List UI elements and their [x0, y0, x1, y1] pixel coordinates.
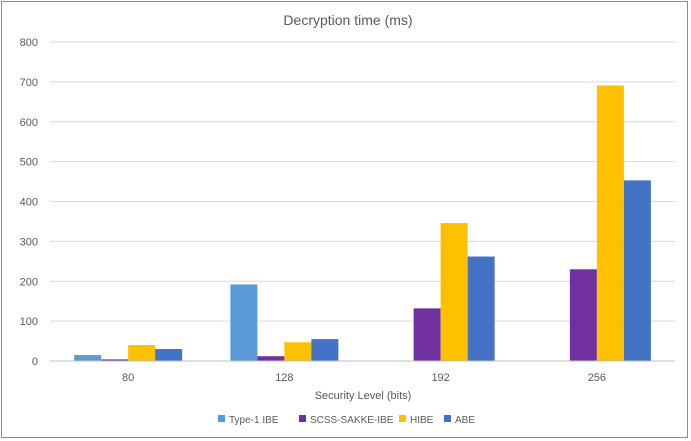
bar — [623, 180, 651, 361]
bar — [230, 284, 258, 361]
x-tick-label: 128 — [275, 372, 293, 384]
legend-label: SCSS-SAKKE-IBE — [310, 415, 394, 426]
bar — [440, 223, 468, 361]
bar — [128, 345, 156, 361]
bar — [74, 355, 102, 361]
x-axis-label: Security Level (bits) — [315, 390, 412, 402]
bar — [284, 342, 312, 361]
bar — [596, 85, 624, 362]
bar — [569, 269, 597, 361]
bar — [257, 356, 285, 361]
bar — [101, 359, 129, 361]
bar — [413, 308, 441, 361]
x-tick-label: 192 — [431, 372, 449, 384]
y-tick-label: 100 — [20, 316, 38, 328]
y-tick-label: 400 — [20, 197, 38, 209]
y-tick-label: 300 — [20, 236, 38, 248]
bar — [155, 349, 183, 361]
y-tick-label: 600 — [20, 117, 38, 129]
y-tick-label: 200 — [20, 276, 38, 288]
x-tick-label: 80 — [122, 372, 134, 384]
x-axis-ticks: 80 128 192 256 — [122, 372, 606, 384]
legend-swatch — [299, 415, 306, 422]
legend-label: HIBE — [410, 415, 434, 426]
y-axis-ticks: 0 100 200 300 400 500 600 700 800 — [20, 37, 38, 368]
y-tick-label: 0 — [32, 356, 38, 368]
chart-title: Decryption time (ms) — [283, 12, 412, 28]
bars — [74, 85, 651, 362]
bar — [311, 339, 339, 361]
legend: Type-1 IBE SCSS-SAKKE-IBE HIBE ABE — [218, 415, 475, 426]
legend-swatch — [218, 415, 225, 422]
y-tick-label: 500 — [20, 157, 38, 169]
y-tick-label: 800 — [20, 37, 38, 49]
legend-label: ABE — [455, 415, 475, 426]
y-tick-label: 700 — [20, 77, 38, 89]
legend-swatch — [399, 415, 406, 422]
x-tick-label: 256 — [588, 372, 606, 384]
bar — [467, 256, 495, 361]
legend-label: Type-1 IBE — [229, 415, 279, 426]
legend-swatch — [444, 415, 451, 422]
